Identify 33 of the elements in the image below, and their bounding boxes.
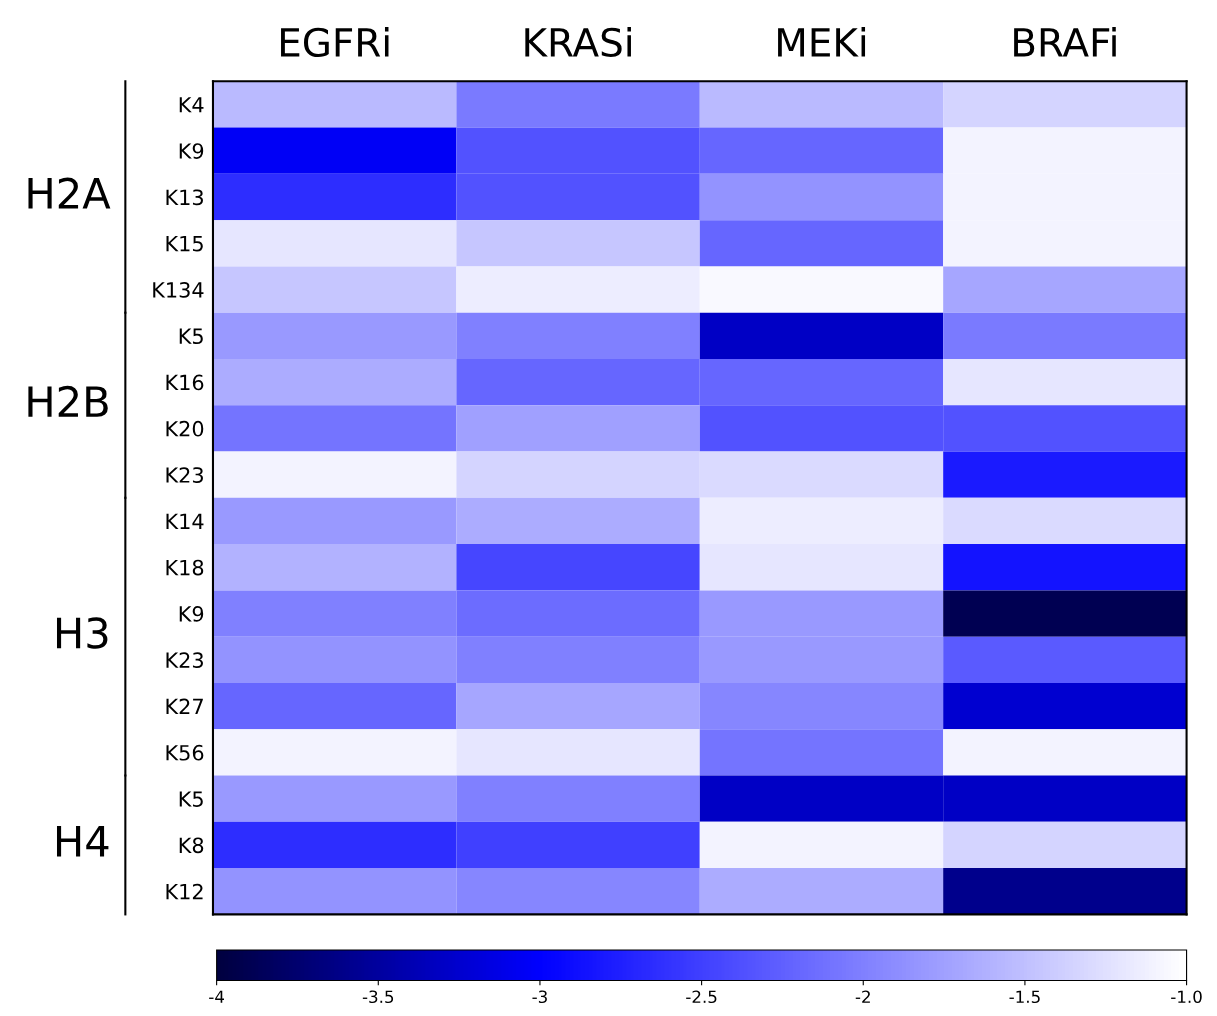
y-tick-label: K5 <box>179 328 203 345</box>
color-bar-label: -2.5 <box>686 990 717 1004</box>
text: H3 <box>56 617 108 649</box>
y-tick-label: K4 <box>179 97 204 113</box>
color-bar-label: -3.5 <box>362 990 394 1004</box>
y-tick-label: K8 <box>179 837 204 854</box>
y-tick-label: K9 <box>179 143 204 159</box>
text: H4 <box>56 826 109 857</box>
x-tick-label: MEKi <box>778 26 866 57</box>
y-tick-label: K27 <box>166 698 203 715</box>
y-tick-label: K15 <box>166 236 203 252</box>
x-tick-label: EGFRi <box>281 26 389 58</box>
text: H2A <box>28 177 111 209</box>
y-tick-label: K9 <box>179 606 204 622</box>
text: H2B <box>28 385 108 417</box>
y-tick-label: K5 <box>179 791 203 807</box>
color-bar-label: -1.5 <box>1009 990 1040 1004</box>
y-tick-label: K134 <box>153 282 204 298</box>
color-bar-label: -4 <box>209 990 224 1003</box>
y-tick-label: K13 <box>166 189 203 206</box>
color-bar-label: -3 <box>532 990 547 1004</box>
x-tick-label: KRASi <box>525 26 631 58</box>
y-tick-label: K14 <box>166 513 204 529</box>
color-bar-label: -1.0 <box>1171 990 1202 1004</box>
y-tick-label: K23 <box>166 467 203 483</box>
y-tick-label: K12 <box>166 883 203 900</box>
y-tick-label: K16 <box>166 374 204 391</box>
y-tick-label: K56 <box>166 744 204 761</box>
y-tick-label: K20 <box>166 420 204 437</box>
y-tick-label: K18 <box>166 559 204 576</box>
y-tick-label: K23 <box>166 652 203 669</box>
x-tick-label: BRAFi <box>1014 26 1116 57</box>
color-bar-label: -2 <box>855 990 870 1003</box>
